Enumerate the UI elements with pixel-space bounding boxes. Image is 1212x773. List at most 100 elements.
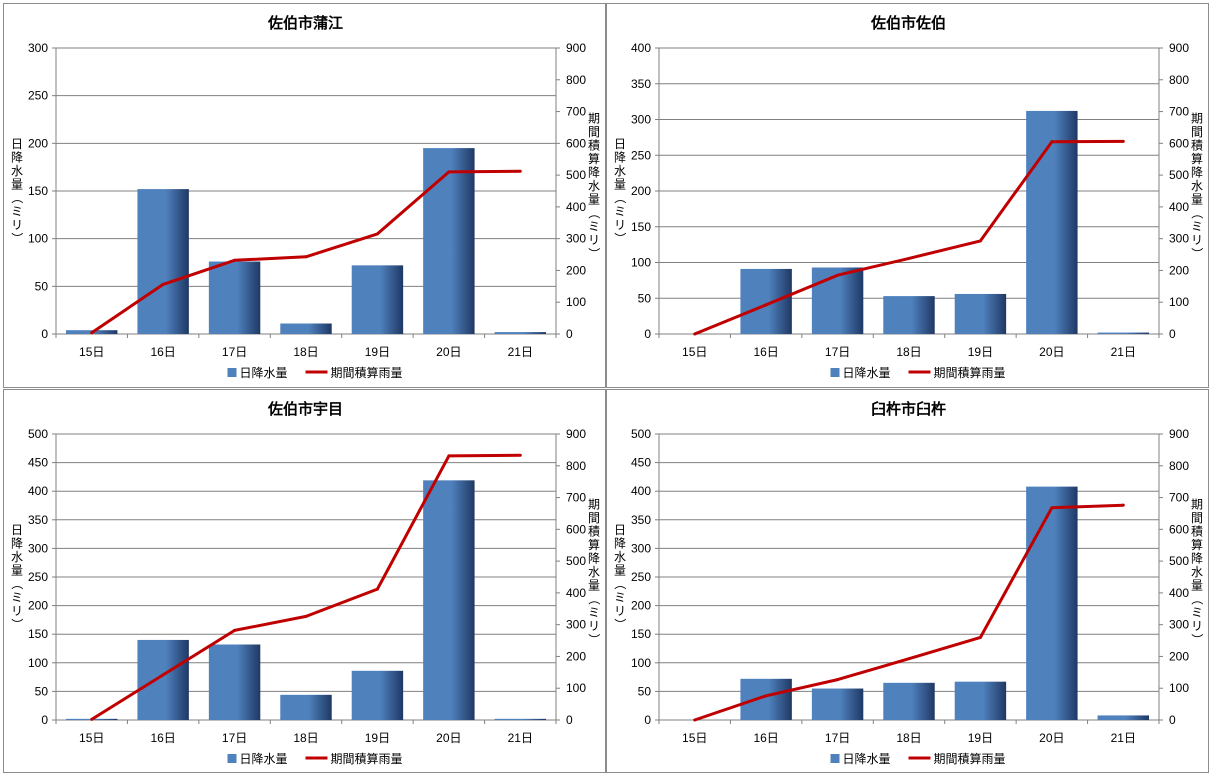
svg-text:量: 量 (11, 563, 23, 577)
line-point-17日 (233, 258, 237, 262)
y2-tick-label: 900 (566, 41, 586, 55)
svg-text:積: 積 (1191, 524, 1203, 539)
svg-text:）: ） (613, 618, 627, 630)
svg-text:ミ: ミ (11, 204, 23, 218)
line-point-17日 (836, 273, 840, 277)
bar-18日 (280, 323, 332, 334)
y2-tick-label: 700 (566, 491, 586, 505)
y-tick-label: 100 (631, 256, 651, 270)
y-tick-label: 150 (631, 220, 651, 234)
x-tick-label: 17日 (222, 345, 247, 359)
svg-text:（: （ (587, 593, 601, 605)
x-tick-label: 19日 (365, 731, 390, 745)
bar-18日 (280, 694, 332, 720)
line-point-15日 (90, 717, 94, 721)
svg-text:量: 量 (614, 563, 626, 577)
y2-tick-label: 600 (566, 522, 586, 536)
line-point-20日 (1050, 140, 1054, 144)
svg-text:降: 降 (614, 536, 626, 550)
svg-text:ミ: ミ (1191, 220, 1203, 234)
svg-text:算: 算 (588, 537, 600, 552)
x-tick-label: 18日 (293, 345, 318, 359)
y-tick-label: 150 (631, 627, 651, 641)
x-tick-label: 18日 (293, 731, 318, 745)
svg-text:積: 積 (588, 524, 600, 539)
x-tick-label: 17日 (825, 345, 850, 359)
y-tick-label: 500 (28, 427, 48, 441)
bar-16日 (137, 639, 189, 720)
svg-text:ミ: ミ (614, 590, 626, 604)
chart-svg: 臼杵市臼杵 0 50 100 150 200 250 300 350 400 450 500 0 100 2… (613, 400, 1204, 766)
svg-text:降: 降 (588, 166, 600, 180)
bar-19日 (954, 293, 1007, 334)
x-tick-label: 20日 (436, 345, 461, 359)
y-axis-title: 日降水量（ミリ） (10, 523, 24, 631)
bar-18日 (883, 682, 935, 720)
y-tick-label: 200 (631, 184, 651, 198)
svg-text:量: 量 (588, 579, 600, 593)
x-tick-label: 21日 (1111, 345, 1136, 359)
line-point-15日 (693, 718, 697, 722)
y2-tick-label: 0 (1169, 327, 1176, 341)
line-point-15日 (693, 332, 697, 336)
svg-text:期: 期 (588, 498, 600, 512)
y2-tick-label: 200 (566, 263, 586, 277)
svg-text:ミ: ミ (11, 590, 23, 604)
svg-text:積: 積 (1191, 138, 1203, 153)
svg-text:降: 降 (11, 536, 23, 550)
y2-tick-label: 100 (566, 295, 586, 309)
svg-text:水: 水 (11, 164, 23, 178)
svg-text:水: 水 (1191, 179, 1203, 193)
legend-bar-label: 日降水量 (843, 366, 891, 380)
bar-16日 (740, 678, 792, 720)
y-tick-label: 200 (631, 599, 651, 613)
svg-text:リ: リ (11, 604, 23, 618)
y-tick-label: 0 (41, 327, 48, 341)
svg-text:日: 日 (11, 523, 23, 537)
line-point-20日 (447, 170, 451, 174)
line-point-16日 (764, 694, 768, 698)
y2-tick-label: 800 (1169, 73, 1189, 87)
line-point-19日 (978, 635, 982, 639)
svg-text:日: 日 (614, 137, 626, 151)
y-tick-label: 0 (644, 327, 651, 341)
y2-tick-label: 700 (1169, 105, 1189, 119)
y-tick-label: 300 (28, 541, 48, 555)
x-tick-label: 17日 (222, 731, 247, 745)
y2-tick-label: 400 (566, 200, 586, 214)
bar-20日 (423, 480, 475, 720)
svg-text:（: （ (1190, 207, 1204, 219)
svg-text:間: 間 (588, 125, 600, 139)
y-tick-label: 250 (28, 570, 48, 584)
y-tick-label: 500 (631, 427, 651, 441)
y2-tick-label: 300 (566, 618, 586, 632)
y-tick-label: 200 (28, 136, 48, 150)
bar-16日 (137, 189, 189, 334)
y2-tick-label: 800 (566, 73, 586, 87)
svg-text:ミ: ミ (1191, 606, 1203, 620)
y2-tick-label: 300 (566, 232, 586, 246)
legend-bar-swatch (227, 754, 237, 763)
y-tick-label: 350 (631, 77, 651, 91)
y2-tick-label: 900 (1169, 41, 1189, 55)
y-tick-label: 100 (28, 656, 48, 670)
chart-svg: 佐伯市宇目 0 50 100 150 200 250 300 350 400 450 500 0 100 2… (10, 400, 601, 766)
y2-tick-label: 900 (566, 427, 586, 441)
bar-21日 (1097, 332, 1149, 334)
y2-tick-label: 500 (566, 168, 586, 182)
line-point-21日 (1121, 503, 1125, 507)
svg-text:）: ） (587, 247, 601, 259)
line-point-16日 (764, 303, 768, 307)
y-tick-label: 300 (28, 41, 48, 55)
svg-text:水: 水 (11, 550, 23, 564)
line-point-15日 (90, 331, 94, 335)
svg-text:量: 量 (614, 177, 626, 191)
svg-text:）: ） (613, 232, 627, 244)
y-tick-label: 100 (631, 656, 651, 670)
line-point-18日 (907, 657, 911, 661)
line-point-21日 (518, 169, 522, 173)
chart-svg: 佐伯市佐伯 0 50 100 150 200 250 300 350 400 0 100 200 300 4… (613, 14, 1204, 380)
bar-19日 (351, 265, 404, 334)
